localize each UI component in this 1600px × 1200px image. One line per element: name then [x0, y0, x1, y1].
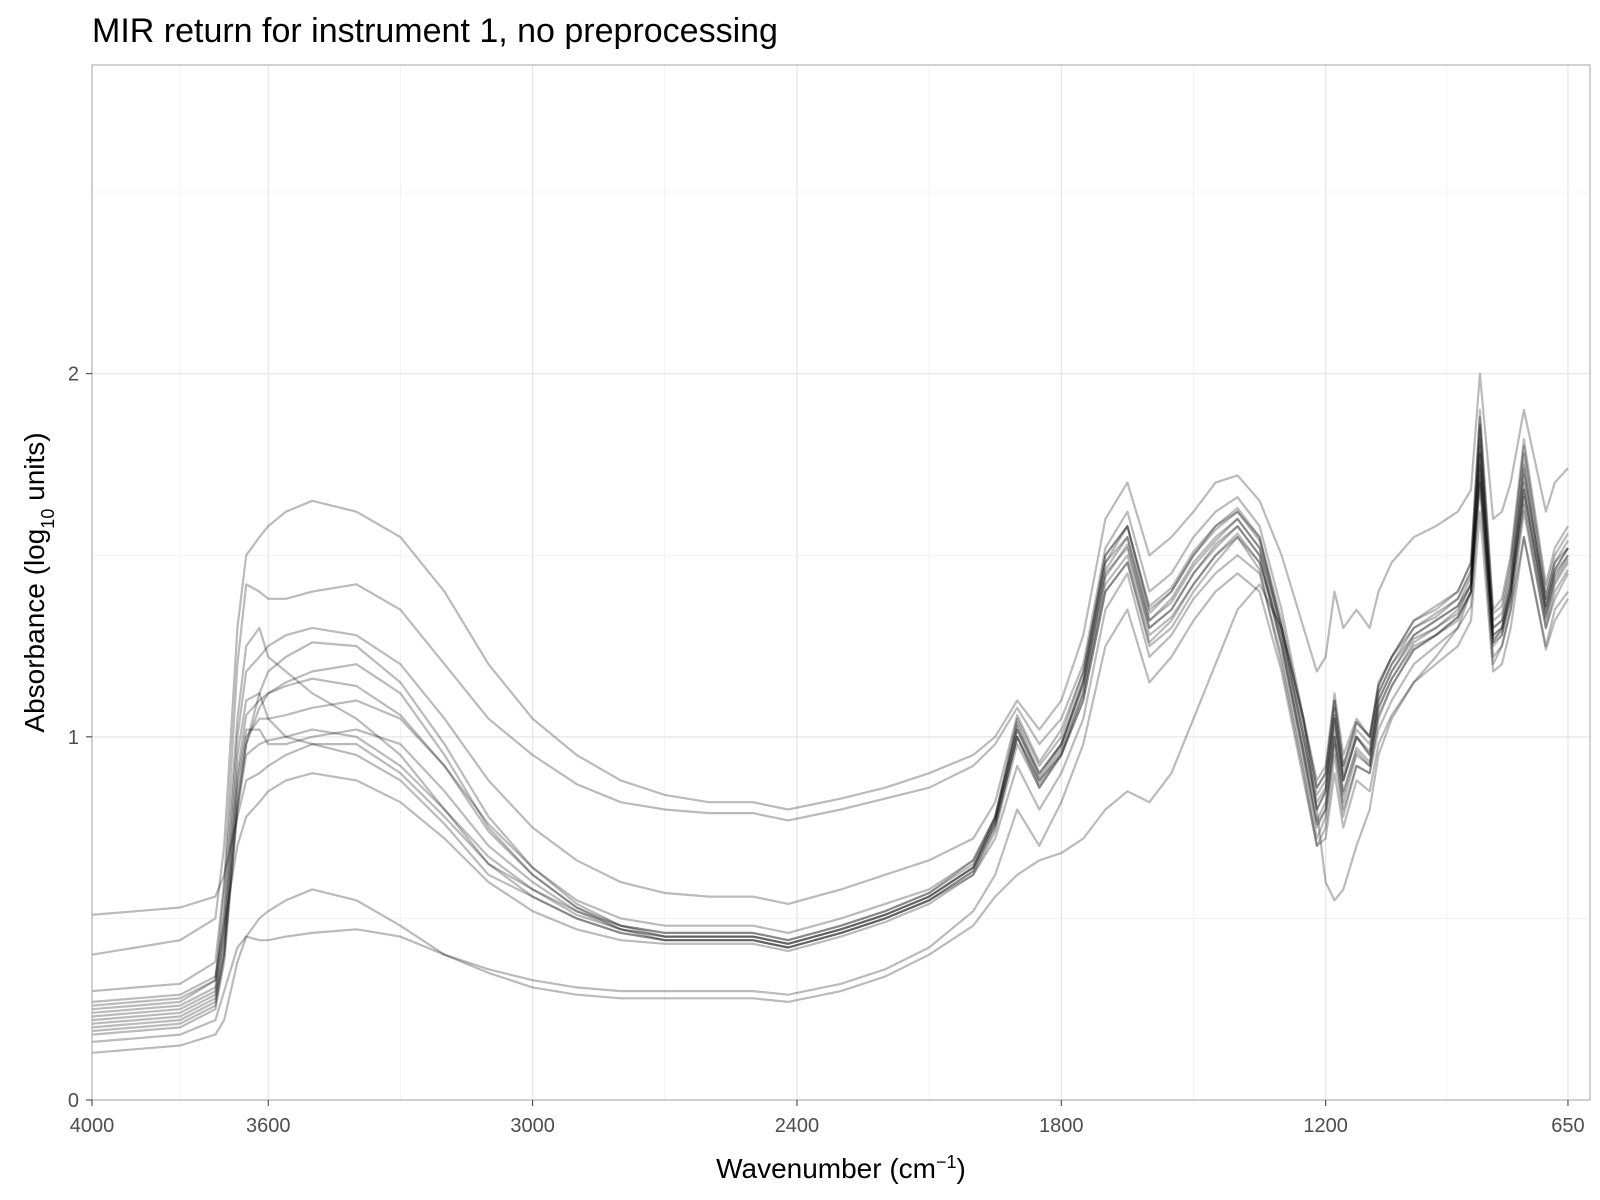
grid-layer: [91, 65, 1590, 1101]
x-axis-title: Wavenumber (cm−1): [716, 1152, 966, 1184]
ticks-layer: 4000 3600 3000 2400 1800 1200 650 0 1 2: [68, 364, 1585, 1137]
chart-title: MIR return for instrument 1, no preproce…: [92, 12, 778, 50]
spectrum-line-3: [91, 474, 1569, 1022]
spectrum-line-6: [91, 408, 1569, 993]
y-axis-title-subscript: 10: [38, 509, 58, 529]
x-tick-label: 2400: [775, 1115, 820, 1137]
spectrum-line-13: [91, 452, 1569, 1033]
spectrum-line-9: [91, 481, 1569, 1054]
x-axis-title-superscript: −1: [936, 1152, 957, 1172]
x-axis-title-main: Wavenumber (cm: [716, 1153, 936, 1184]
x-axis-title-close: ): [957, 1153, 966, 1184]
spectrum-line-10: [91, 510, 1569, 1043]
spectrum-line-12: [91, 438, 1569, 1025]
spectrum-line-15: [91, 416, 1569, 1007]
x-tick-label: 1200: [1303, 1115, 1348, 1137]
spectrum-line-14: [91, 423, 1569, 1018]
y-axis-title-close: units): [19, 432, 50, 508]
spectrum-line-1: [91, 445, 1569, 1011]
spectrum-line-7: [91, 372, 1569, 956]
x-tick-label: 3000: [510, 1115, 555, 1137]
spectrum-line-4: [91, 452, 1569, 1029]
spectrum-line-5: [91, 427, 1569, 1036]
spectrum-line-2: [91, 463, 1569, 1014]
x-tick-label: 650: [1551, 1115, 1584, 1137]
series-layer: [91, 372, 1569, 1054]
x-tick-label: 1800: [1039, 1115, 1084, 1137]
panel-border: [91, 64, 1591, 1101]
spectrum-line-11: [91, 467, 1569, 1003]
y-tick-label: 1: [68, 727, 79, 749]
y-axis-title: Absorbance (log10 units): [19, 432, 58, 732]
y-tick-label: 2: [68, 364, 79, 386]
y-tick-label: 0: [68, 1090, 79, 1112]
spectrum-line-8: [91, 481, 1569, 949]
y-axis-title-main: Absorbance (log: [19, 529, 50, 733]
x-tick-label: 3600: [246, 1115, 291, 1137]
x-tick-label: 4000: [70, 1115, 115, 1137]
